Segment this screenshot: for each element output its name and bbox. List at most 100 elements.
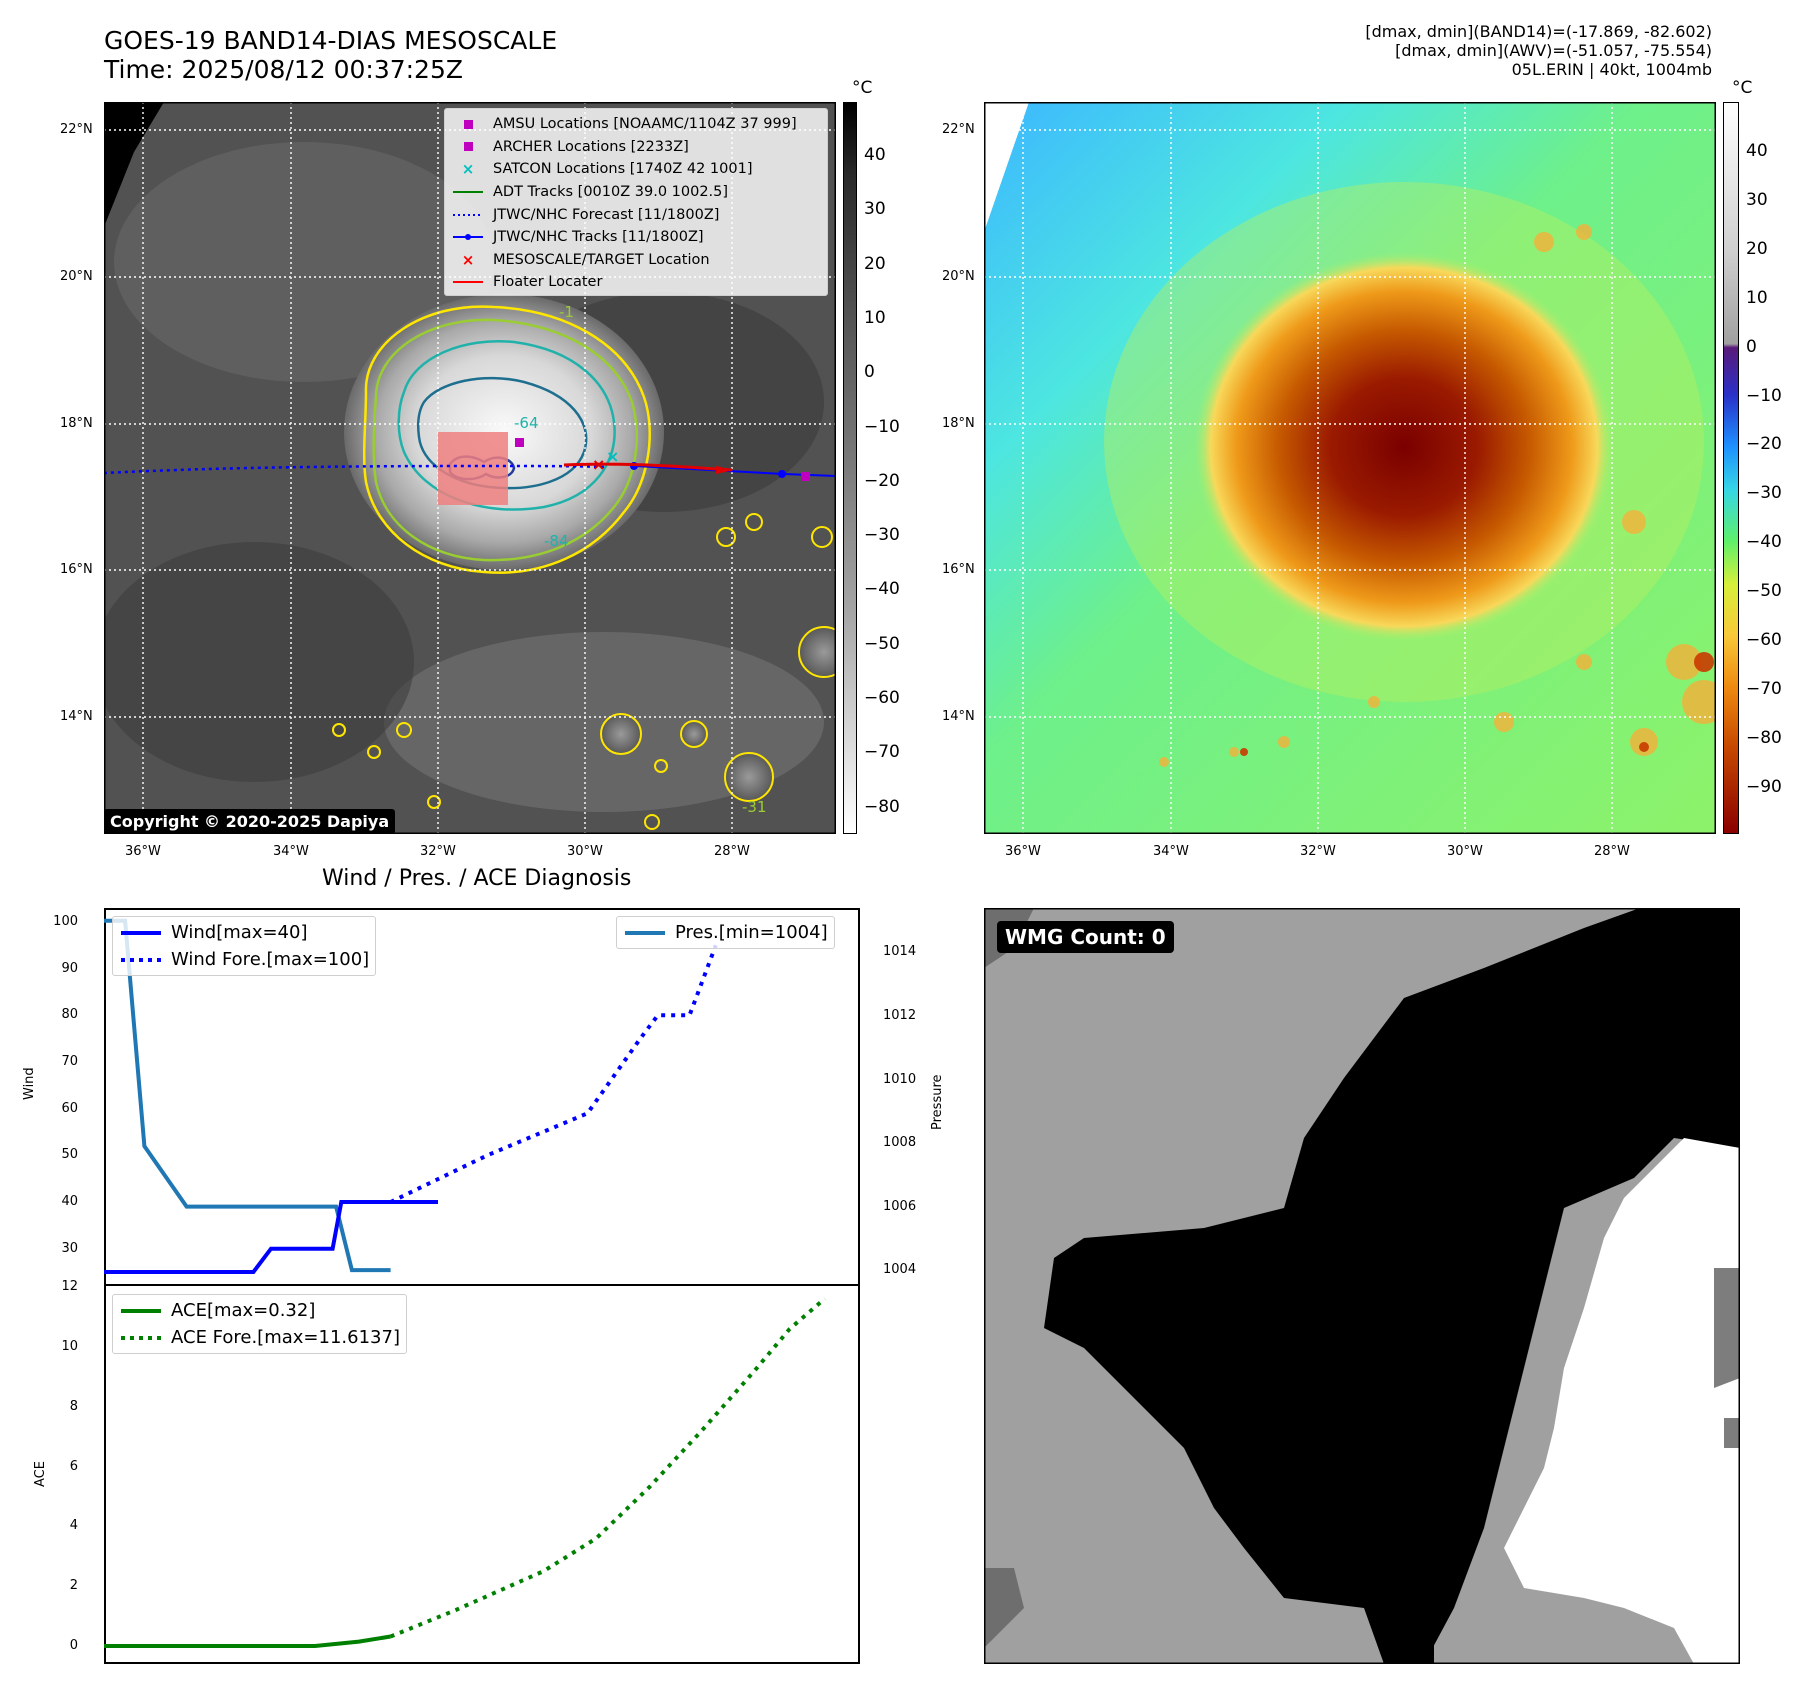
lat-label: 20°N [60, 269, 93, 284]
ace-tick: 10 [61, 1338, 78, 1354]
archer-marker [515, 438, 524, 447]
wmg-panel [984, 908, 1740, 1664]
legend-wind: Wind[max=40] [119, 919, 369, 946]
lon-label: 32°W [1300, 844, 1336, 859]
ir-colorbar-tick: 30 [864, 199, 886, 220]
ir-colorbar-tick: −40 [864, 579, 900, 600]
wind-tick: 30 [61, 1240, 78, 1256]
awv-colorbar-unit: °C [1732, 78, 1753, 98]
lat-label: 22°N [60, 122, 93, 137]
awv-frame [984, 102, 1716, 834]
contour-deep [416, 376, 588, 490]
legend-ace-label: ACE[max=0.32] [171, 1300, 316, 1321]
storm-info: 05L.ERIN | 40kt, 1004mb [1511, 60, 1712, 79]
lat-label: 20°N [942, 269, 975, 284]
awv-gridlines [984, 102, 1716, 834]
ir-colorbar-tick: −10 [864, 416, 900, 437]
lat-label: 14°N [942, 709, 975, 724]
ir-colorbar-tick: 40 [864, 145, 886, 165]
pressure-legend: Pres.[min=1004] [616, 916, 835, 949]
ir-legend-item: JTWC/NHC Tracks [11/1800Z] [451, 226, 821, 249]
legend-pressure: Pres.[min=1004] [623, 919, 828, 946]
awv-colorbar-tick: 0 [1746, 336, 1757, 357]
legend-ace-swatch [121, 1308, 161, 1313]
ir-legend-label: MESOSCALE/TARGET Location [493, 251, 710, 268]
wmg-black-region [1044, 908, 1740, 1664]
awv-colorbar-tick: −60 [1746, 630, 1782, 650]
awv-colorbar-tick: −70 [1746, 678, 1782, 699]
ir-colorbar-unit: °C [852, 78, 873, 98]
ace-fore-max-line [389, 1297, 827, 1639]
lat-label: 16°N [942, 562, 975, 577]
contour-yellow [362, 305, 651, 574]
wmg-count-badge: WMG Count: 0 [997, 921, 1174, 953]
awv-colorbar-tick: −80 [1746, 727, 1782, 748]
ir-legend-item: × SATCON Locations [1740Z 42 1001] [451, 158, 821, 181]
ir-colorbar-tick: −30 [864, 525, 900, 546]
legend-wind-swatch [121, 930, 161, 935]
legend-wind-forecast: Wind Fore.[max=100] [119, 946, 369, 973]
awv-nodata-region [984, 102, 1029, 232]
lon-label: 36°W [125, 844, 161, 859]
awv-core [1194, 252, 1614, 642]
pressure-tick: 1004 [883, 1262, 917, 1278]
ir-colorbar-tick: 10 [864, 307, 886, 328]
legend-marker [451, 210, 485, 220]
satcon-marker: × [606, 447, 619, 466]
band14-range: [dmax, dmin](BAND14)=(-17.869, -82.602) [1365, 22, 1712, 41]
legend-wind-forecast-label: Wind Fore.[max=100] [171, 949, 370, 970]
legend-pressure-label: Pres.[min=1004] [675, 922, 828, 943]
legend-marker [451, 119, 485, 129]
ace-axis-label: ACE [33, 1461, 48, 1487]
contour-label: -84 [544, 532, 569, 550]
ir-colorbar-tick: 20 [864, 253, 886, 274]
ace-tick: 12 [61, 1278, 78, 1294]
ir-colorbar-tick: −50 [864, 633, 900, 654]
wmg-white-region [1504, 1138, 1740, 1664]
lat-label: 18°N [60, 416, 93, 431]
wind-tick: 50 [61, 1147, 78, 1163]
ir-legend-label: AMSU Locations [NOAAMC/1104Z 37 999] [493, 116, 797, 133]
pressure-tick: 1012 [883, 1008, 917, 1023]
pressure-tick: 1008 [883, 1135, 917, 1151]
wind-tick: 90 [61, 960, 78, 976]
lon-label: 30°W [567, 844, 603, 859]
ir-nodata-region [104, 102, 164, 227]
wind-legend: Wind[max=40] Wind Fore.[max=100] [112, 916, 377, 976]
wmg-frame [984, 908, 1740, 1664]
awv-colorbar-tick: −40 [1746, 532, 1782, 553]
legend-marker [451, 187, 485, 197]
lon-label: 32°W [420, 844, 456, 859]
lon-label: 28°W [1594, 844, 1630, 859]
awv-colorbar-tick: −30 [1746, 483, 1782, 504]
wind-tick: 60 [61, 1100, 78, 1116]
wind-axis-label: Wind [22, 1067, 37, 1100]
ir-legend-label: ADT Tracks [0010Z 39.0 1002.5] [493, 184, 729, 201]
awv-colorbar-tick: 20 [1746, 238, 1768, 259]
lat-label: 16°N [60, 562, 93, 577]
ir-colorbar-tick: −60 [864, 688, 900, 708]
lat-label: 14°N [60, 709, 93, 724]
awv-map-panel [984, 102, 1716, 834]
lon-label: 36°W [1005, 844, 1041, 859]
amsu-marker [801, 472, 810, 481]
awv-colorbar-tick: −50 [1746, 581, 1782, 602]
target-marker: × [592, 455, 605, 474]
lat-label: 18°N [942, 416, 975, 431]
ir-legend-label: Floater Locater [493, 274, 603, 291]
ir-colorbar [843, 102, 857, 834]
ace-legend: ACE[max=0.32] ACE Fore.[max=11.6137] [112, 1294, 407, 1354]
ir-legend-item: Floater Locater [451, 271, 821, 294]
legend-marker: × [461, 250, 475, 269]
diagnosis-title: Wind / Pres. / ACE Diagnosis [322, 866, 632, 891]
ir-legend-item: AMSU Locations [NOAAMC/1104Z 37 999] [451, 113, 821, 136]
ir-colorbar-tick: −20 [864, 470, 900, 491]
ace-tick: 4 [69, 1518, 78, 1534]
wind-tick: 40 [61, 1194, 78, 1209]
lon-label: 30°W [1447, 844, 1483, 859]
legend-marker [451, 232, 485, 242]
ir-frame [104, 102, 836, 834]
contour-label: -31 [742, 798, 767, 816]
awv-colorbar [1723, 102, 1739, 834]
ir-colorbar-tick: 0 [864, 362, 875, 383]
